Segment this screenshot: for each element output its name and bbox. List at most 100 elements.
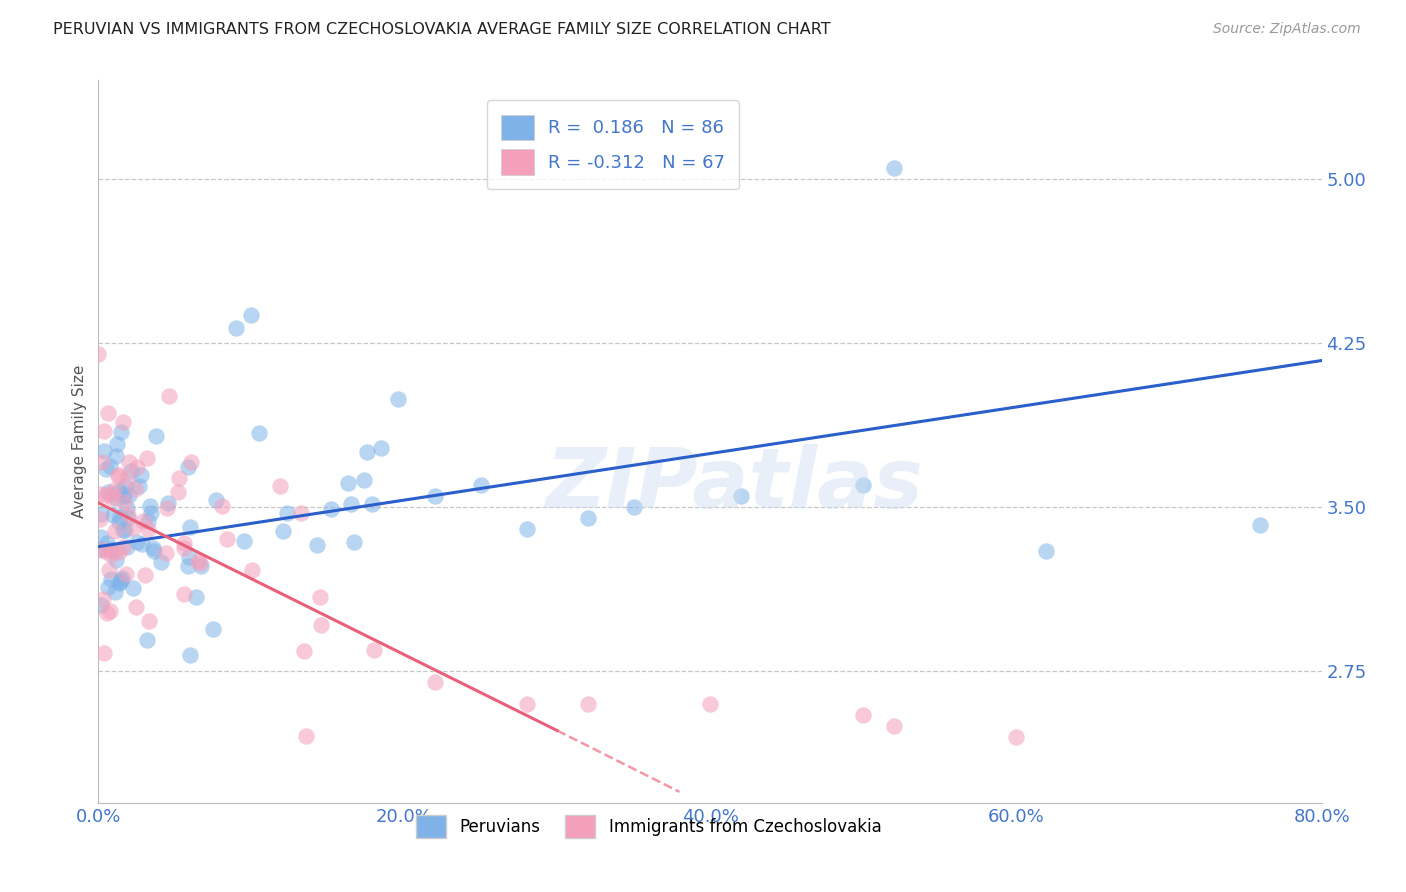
- Point: [112, 415, 135, 429]
- Point: [247, 425, 270, 440]
- Point: [122, 582, 145, 596]
- Legend: Peruvians, Immigrants from Czechoslovakia: Peruvians, Immigrants from Czechoslovaki…: [409, 808, 889, 845]
- Point: [308, 590, 330, 604]
- Point: [93, 444, 115, 458]
- Point: [184, 590, 207, 604]
- Point: [107, 467, 129, 482]
- Point: [94, 487, 117, 501]
- Point: [112, 494, 135, 508]
- Point: [114, 479, 136, 493]
- Point: [96, 536, 118, 550]
- Point: [97, 406, 120, 420]
- Point: [730, 489, 752, 503]
- Point: [179, 648, 201, 662]
- Point: [100, 542, 122, 557]
- Point: [269, 479, 291, 493]
- Point: [105, 437, 128, 451]
- Point: [100, 486, 122, 500]
- Point: [100, 603, 122, 617]
- Point: [124, 482, 146, 496]
- Point: [295, 729, 318, 743]
- Point: [173, 587, 195, 601]
- Point: [141, 506, 163, 520]
- Point: [100, 548, 122, 562]
- Point: [202, 622, 225, 636]
- Point: [108, 576, 131, 591]
- Point: [135, 451, 157, 466]
- Point: [110, 425, 132, 440]
- Point: [233, 534, 256, 549]
- Point: [290, 506, 312, 520]
- Point: [240, 308, 263, 322]
- Text: Source: ZipAtlas.com: Source: ZipAtlas.com: [1213, 22, 1361, 37]
- Point: [292, 643, 315, 657]
- Point: [90, 530, 112, 544]
- Text: ZIPatlas: ZIPatlas: [546, 444, 924, 525]
- Point: [157, 389, 180, 403]
- Point: [100, 572, 122, 586]
- Point: [93, 646, 115, 660]
- Point: [177, 459, 200, 474]
- Point: [166, 485, 188, 500]
- Point: [852, 478, 875, 492]
- Point: [240, 563, 263, 577]
- Point: [101, 508, 124, 522]
- Point: [204, 492, 226, 507]
- Point: [156, 496, 179, 510]
- Point: [155, 545, 177, 559]
- Point: [142, 541, 165, 555]
- Point: [177, 549, 200, 564]
- Point: [576, 511, 599, 525]
- Point: [145, 429, 167, 443]
- Point: [136, 633, 159, 648]
- Point: [370, 441, 392, 455]
- Point: [470, 478, 492, 492]
- Text: PERUVIAN VS IMMIGRANTS FROM CZECHOSLOVAKIA AVERAGE FAMILY SIZE CORRELATION CHART: PERUVIAN VS IMMIGRANTS FROM CZECHOSLOVAK…: [53, 22, 831, 37]
- Point: [110, 574, 132, 588]
- Point: [361, 497, 384, 511]
- Point: [356, 445, 378, 459]
- Point: [156, 501, 179, 516]
- Point: [363, 642, 385, 657]
- Point: [110, 509, 132, 524]
- Point: [129, 467, 152, 482]
- Point: [90, 508, 112, 522]
- Point: [136, 522, 159, 536]
- Point: [1004, 730, 1026, 744]
- Point: [108, 545, 131, 559]
- Point: [104, 584, 127, 599]
- Point: [104, 524, 127, 539]
- Point: [117, 508, 139, 522]
- Point: [117, 471, 139, 485]
- Point: [353, 473, 375, 487]
- Point: [96, 606, 118, 620]
- Point: [112, 524, 135, 538]
- Point: [118, 487, 141, 501]
- Point: [177, 558, 200, 573]
- Point: [136, 514, 159, 528]
- Point: [103, 483, 125, 498]
- Point: [225, 320, 247, 334]
- Point: [387, 392, 409, 406]
- Point: [576, 698, 599, 712]
- Point: [167, 470, 190, 484]
- Point: [336, 475, 359, 490]
- Point: [623, 500, 645, 515]
- Point: [112, 487, 135, 501]
- Point: [211, 499, 233, 513]
- Point: [883, 719, 905, 733]
- Point: [340, 497, 363, 511]
- Point: [173, 536, 195, 550]
- Point: [115, 540, 138, 554]
- Point: [1249, 517, 1271, 532]
- Point: [180, 455, 202, 469]
- Point: [120, 464, 142, 478]
- Point: [1035, 544, 1057, 558]
- Point: [139, 500, 162, 514]
- Point: [111, 489, 134, 503]
- Point: [121, 521, 143, 535]
- Point: [883, 161, 905, 175]
- Point: [89, 512, 111, 526]
- Point: [125, 534, 148, 549]
- Point: [307, 538, 329, 552]
